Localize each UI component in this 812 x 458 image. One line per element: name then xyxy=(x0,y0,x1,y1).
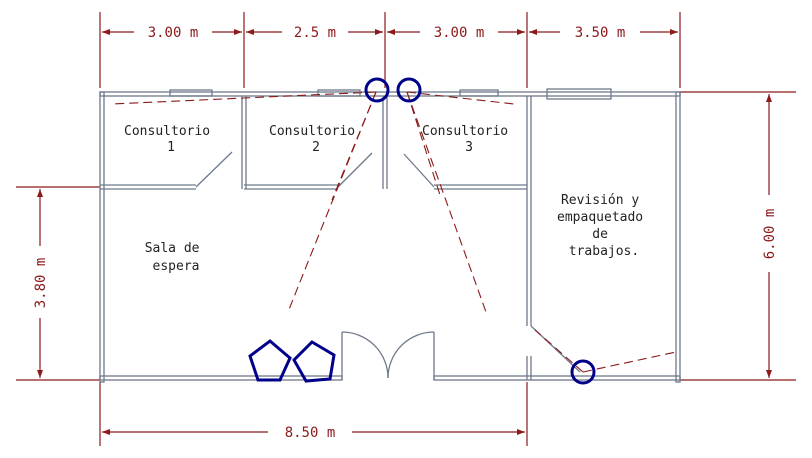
entrance-door-left xyxy=(341,331,389,379)
circle-camera-icon[interactable] xyxy=(364,77,390,103)
room-label-sala-espera: Sala de espera xyxy=(145,241,208,274)
dim-arrow xyxy=(37,189,43,197)
coverage-line xyxy=(582,351,677,373)
pentagon-sensor-icon[interactable] xyxy=(248,339,292,382)
dim-arrow xyxy=(517,429,525,435)
dim-label-left: 3.80 m xyxy=(33,258,49,309)
top-dimension-chain: 3.00 m 2.5 m 3.00 m 3.50 m xyxy=(99,12,681,88)
devices xyxy=(248,77,596,385)
right-dimension: 6.00 m xyxy=(680,91,796,381)
room-label-consultorio-3: Consultorio 3 xyxy=(422,124,516,155)
right-wall xyxy=(675,91,681,383)
window xyxy=(459,89,499,97)
dim-label-right: 6.00 m xyxy=(762,209,778,260)
dim-arrow xyxy=(37,370,43,378)
dim-arrow xyxy=(387,29,395,35)
window xyxy=(169,89,213,97)
camera-coverage xyxy=(111,91,677,373)
circle-camera-icon[interactable] xyxy=(570,359,596,385)
coverage-line xyxy=(287,91,377,313)
dim-arrow xyxy=(246,29,254,35)
dim-label-top-2: 2.5 m xyxy=(294,25,336,41)
dim-arrow xyxy=(517,29,525,35)
circle-camera-icon[interactable] xyxy=(396,77,422,103)
office-door-2 xyxy=(337,152,373,188)
office-door-1 xyxy=(195,151,233,188)
coverage-line xyxy=(406,91,487,313)
walls xyxy=(99,88,681,383)
bottom-wall-right xyxy=(433,375,681,381)
coverage-line xyxy=(331,91,377,201)
room-label-consultorio-1: Consultorio 1 xyxy=(124,124,218,155)
room-labels: Consultorio 1 Consultorio 2 Consultorio … xyxy=(124,124,651,274)
dim-arrow xyxy=(766,370,772,378)
dim-arrow xyxy=(529,29,537,35)
bottom-dimension: 8.50 m xyxy=(99,382,528,446)
dim-arrow xyxy=(766,94,772,102)
entrance-door-right xyxy=(387,331,435,379)
coverage-line xyxy=(111,91,377,105)
dim-arrow xyxy=(102,429,110,435)
dim-label-top-4: 3.50 m xyxy=(575,25,626,41)
pentagon-sensor-icon[interactable] xyxy=(292,340,336,383)
left-dimension: 3.80 m xyxy=(16,186,100,381)
dim-label-top-3: 3.00 m xyxy=(434,25,485,41)
coverage-line xyxy=(406,91,515,105)
room-label-revision: Revisión y empaquetado de trabajos. xyxy=(557,193,651,259)
left-wall xyxy=(99,91,105,383)
dim-arrow xyxy=(234,29,242,35)
coverage-line xyxy=(534,329,584,373)
dim-arrow xyxy=(102,29,110,35)
dim-label-top-1: 3.00 m xyxy=(148,25,199,41)
dim-arrow xyxy=(375,29,383,35)
window xyxy=(546,88,612,100)
office-door-3 xyxy=(403,153,435,188)
coverage-line xyxy=(406,91,441,196)
room-label-consultorio-2: Consultorio 2 xyxy=(269,124,363,155)
dim-label-bottom: 8.50 m xyxy=(285,425,336,441)
dim-arrow xyxy=(670,29,678,35)
